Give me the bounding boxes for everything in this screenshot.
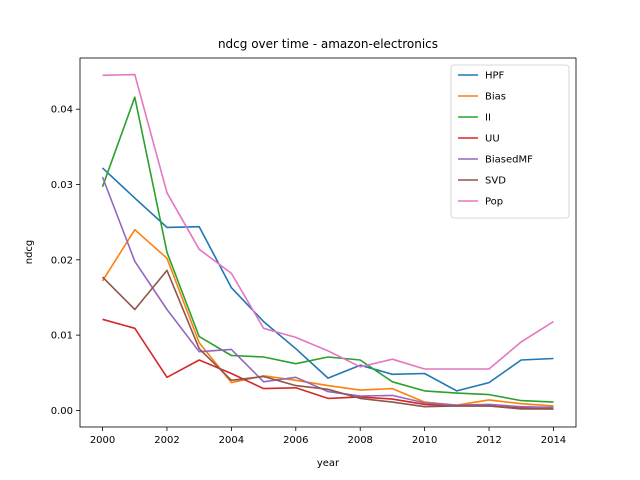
series-line-pop bbox=[102, 73, 554, 370]
legend-label-pop: Pop bbox=[485, 197, 503, 208]
x-tick-label: 2000 bbox=[90, 435, 115, 446]
legend-label-ii: II bbox=[485, 113, 491, 124]
legend: HPF Bias II UU BiasedMF SVD Pop bbox=[450, 64, 570, 219]
y-tick-label: 0.02 bbox=[51, 255, 73, 266]
legend-label-hpf: HPF bbox=[485, 71, 505, 82]
x-tick-label: 2008 bbox=[347, 435, 372, 446]
series-lines bbox=[101, 73, 554, 410]
series-line-svd bbox=[101, 269, 554, 410]
legend-label-biasedmf: BiasedMF bbox=[485, 155, 533, 166]
x-tick-label: 2012 bbox=[476, 435, 501, 446]
y-axis: 0.00 0.01 0.02 0.03 0.04 bbox=[51, 105, 80, 417]
chart-title: ndcg over time - amazon-electronics bbox=[218, 37, 438, 51]
y-axis-label: ndcg bbox=[24, 240, 35, 265]
legend-box bbox=[450, 64, 570, 219]
plot-frame bbox=[79, 57, 577, 428]
x-tick-label: 2004 bbox=[219, 435, 244, 446]
x-tick-label: 2010 bbox=[412, 435, 437, 446]
x-axis: 2000 2002 2004 2006 2008 2010 2012 2014 bbox=[90, 427, 566, 446]
y-tick-label: 0.00 bbox=[51, 406, 73, 417]
y-tick-label: 0.01 bbox=[51, 331, 73, 342]
series-line-biasedmf bbox=[101, 176, 554, 409]
y-tick-label: 0.04 bbox=[51, 105, 73, 116]
y-tick-label: 0.03 bbox=[51, 180, 73, 191]
series-line-bias bbox=[101, 228, 554, 407]
x-tick-label: 2014 bbox=[541, 435, 566, 446]
legend-label-uu: UU bbox=[485, 134, 500, 145]
legend-label-bias: Bias bbox=[485, 92, 506, 103]
legend-label-svd: SVD bbox=[485, 176, 506, 187]
x-axis-label: year bbox=[317, 458, 340, 469]
series-line-hpf bbox=[101, 167, 554, 392]
x-tick-label: 2002 bbox=[154, 435, 179, 446]
series-line-ii bbox=[101, 96, 554, 403]
x-tick-label: 2006 bbox=[283, 435, 308, 446]
